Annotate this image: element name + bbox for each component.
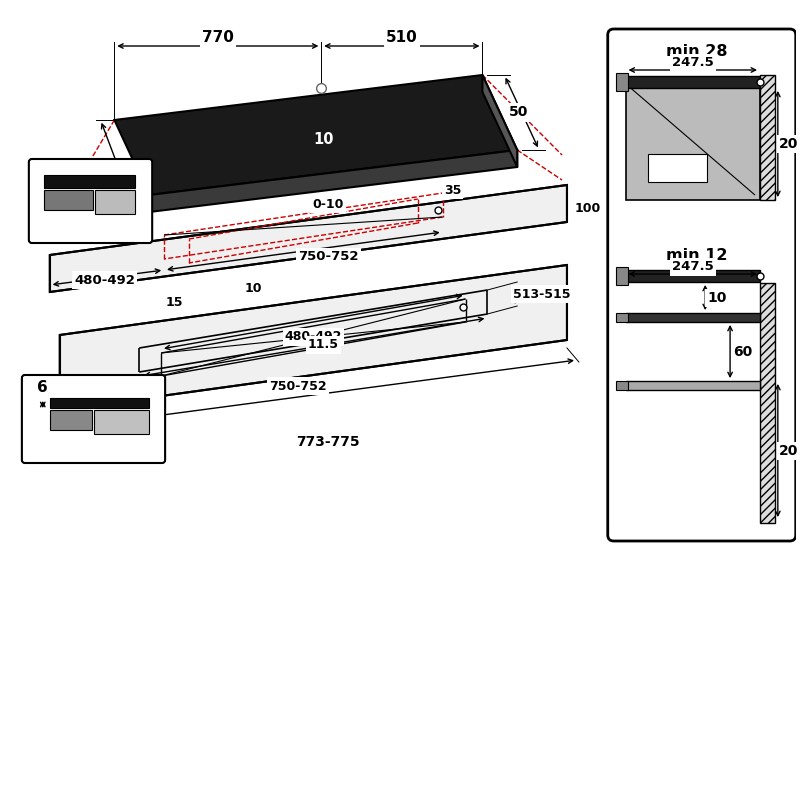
Text: min 12: min 12: [666, 247, 727, 262]
Text: 247.5: 247.5: [672, 57, 714, 70]
Text: 513-515: 513-515: [514, 287, 571, 301]
Polygon shape: [150, 150, 518, 212]
Text: 10: 10: [313, 133, 334, 147]
Text: 10: 10: [245, 282, 262, 294]
Bar: [616, 73, 628, 91]
Polygon shape: [50, 185, 567, 292]
Bar: [760, 75, 775, 200]
Bar: [616, 381, 628, 390]
Text: 100: 100: [575, 202, 601, 214]
Text: 50: 50: [509, 106, 528, 119]
Text: 510: 510: [386, 30, 418, 45]
FancyBboxPatch shape: [29, 159, 152, 243]
Text: 0-10: 0-10: [313, 198, 344, 210]
Text: 11.5: 11.5: [308, 338, 338, 351]
Bar: [647, 154, 707, 182]
Text: min 28: min 28: [666, 45, 727, 59]
Text: 20: 20: [779, 444, 798, 458]
Text: 20: 20: [779, 137, 798, 151]
Text: 4: 4: [85, 159, 94, 173]
Bar: [50, 398, 150, 408]
FancyBboxPatch shape: [608, 29, 796, 541]
Text: 6: 6: [38, 381, 48, 395]
Text: 480-492: 480-492: [285, 330, 342, 343]
Text: 10: 10: [707, 291, 727, 305]
Text: 60: 60: [734, 345, 753, 359]
Bar: [44, 175, 135, 188]
Bar: [95, 190, 135, 214]
Bar: [616, 313, 628, 322]
Polygon shape: [482, 75, 518, 167]
Bar: [94, 410, 150, 434]
Polygon shape: [114, 75, 518, 195]
Text: 770: 770: [202, 30, 234, 45]
Bar: [616, 267, 628, 285]
Text: 35: 35: [444, 183, 462, 197]
Polygon shape: [60, 265, 567, 410]
FancyBboxPatch shape: [22, 375, 165, 463]
Text: 750-752: 750-752: [270, 379, 327, 393]
Bar: [626, 88, 760, 200]
Bar: [50, 410, 91, 430]
Bar: [626, 270, 760, 282]
Bar: [626, 313, 760, 322]
Text: 750-752: 750-752: [298, 250, 358, 263]
Text: 15: 15: [166, 297, 183, 310]
Bar: [626, 381, 760, 390]
Text: 773-775: 773-775: [297, 435, 360, 449]
Text: 480-492: 480-492: [74, 274, 135, 286]
Bar: [760, 283, 775, 523]
Text: 247.5: 247.5: [672, 261, 714, 274]
Bar: [626, 76, 760, 88]
Bar: [44, 190, 94, 210]
